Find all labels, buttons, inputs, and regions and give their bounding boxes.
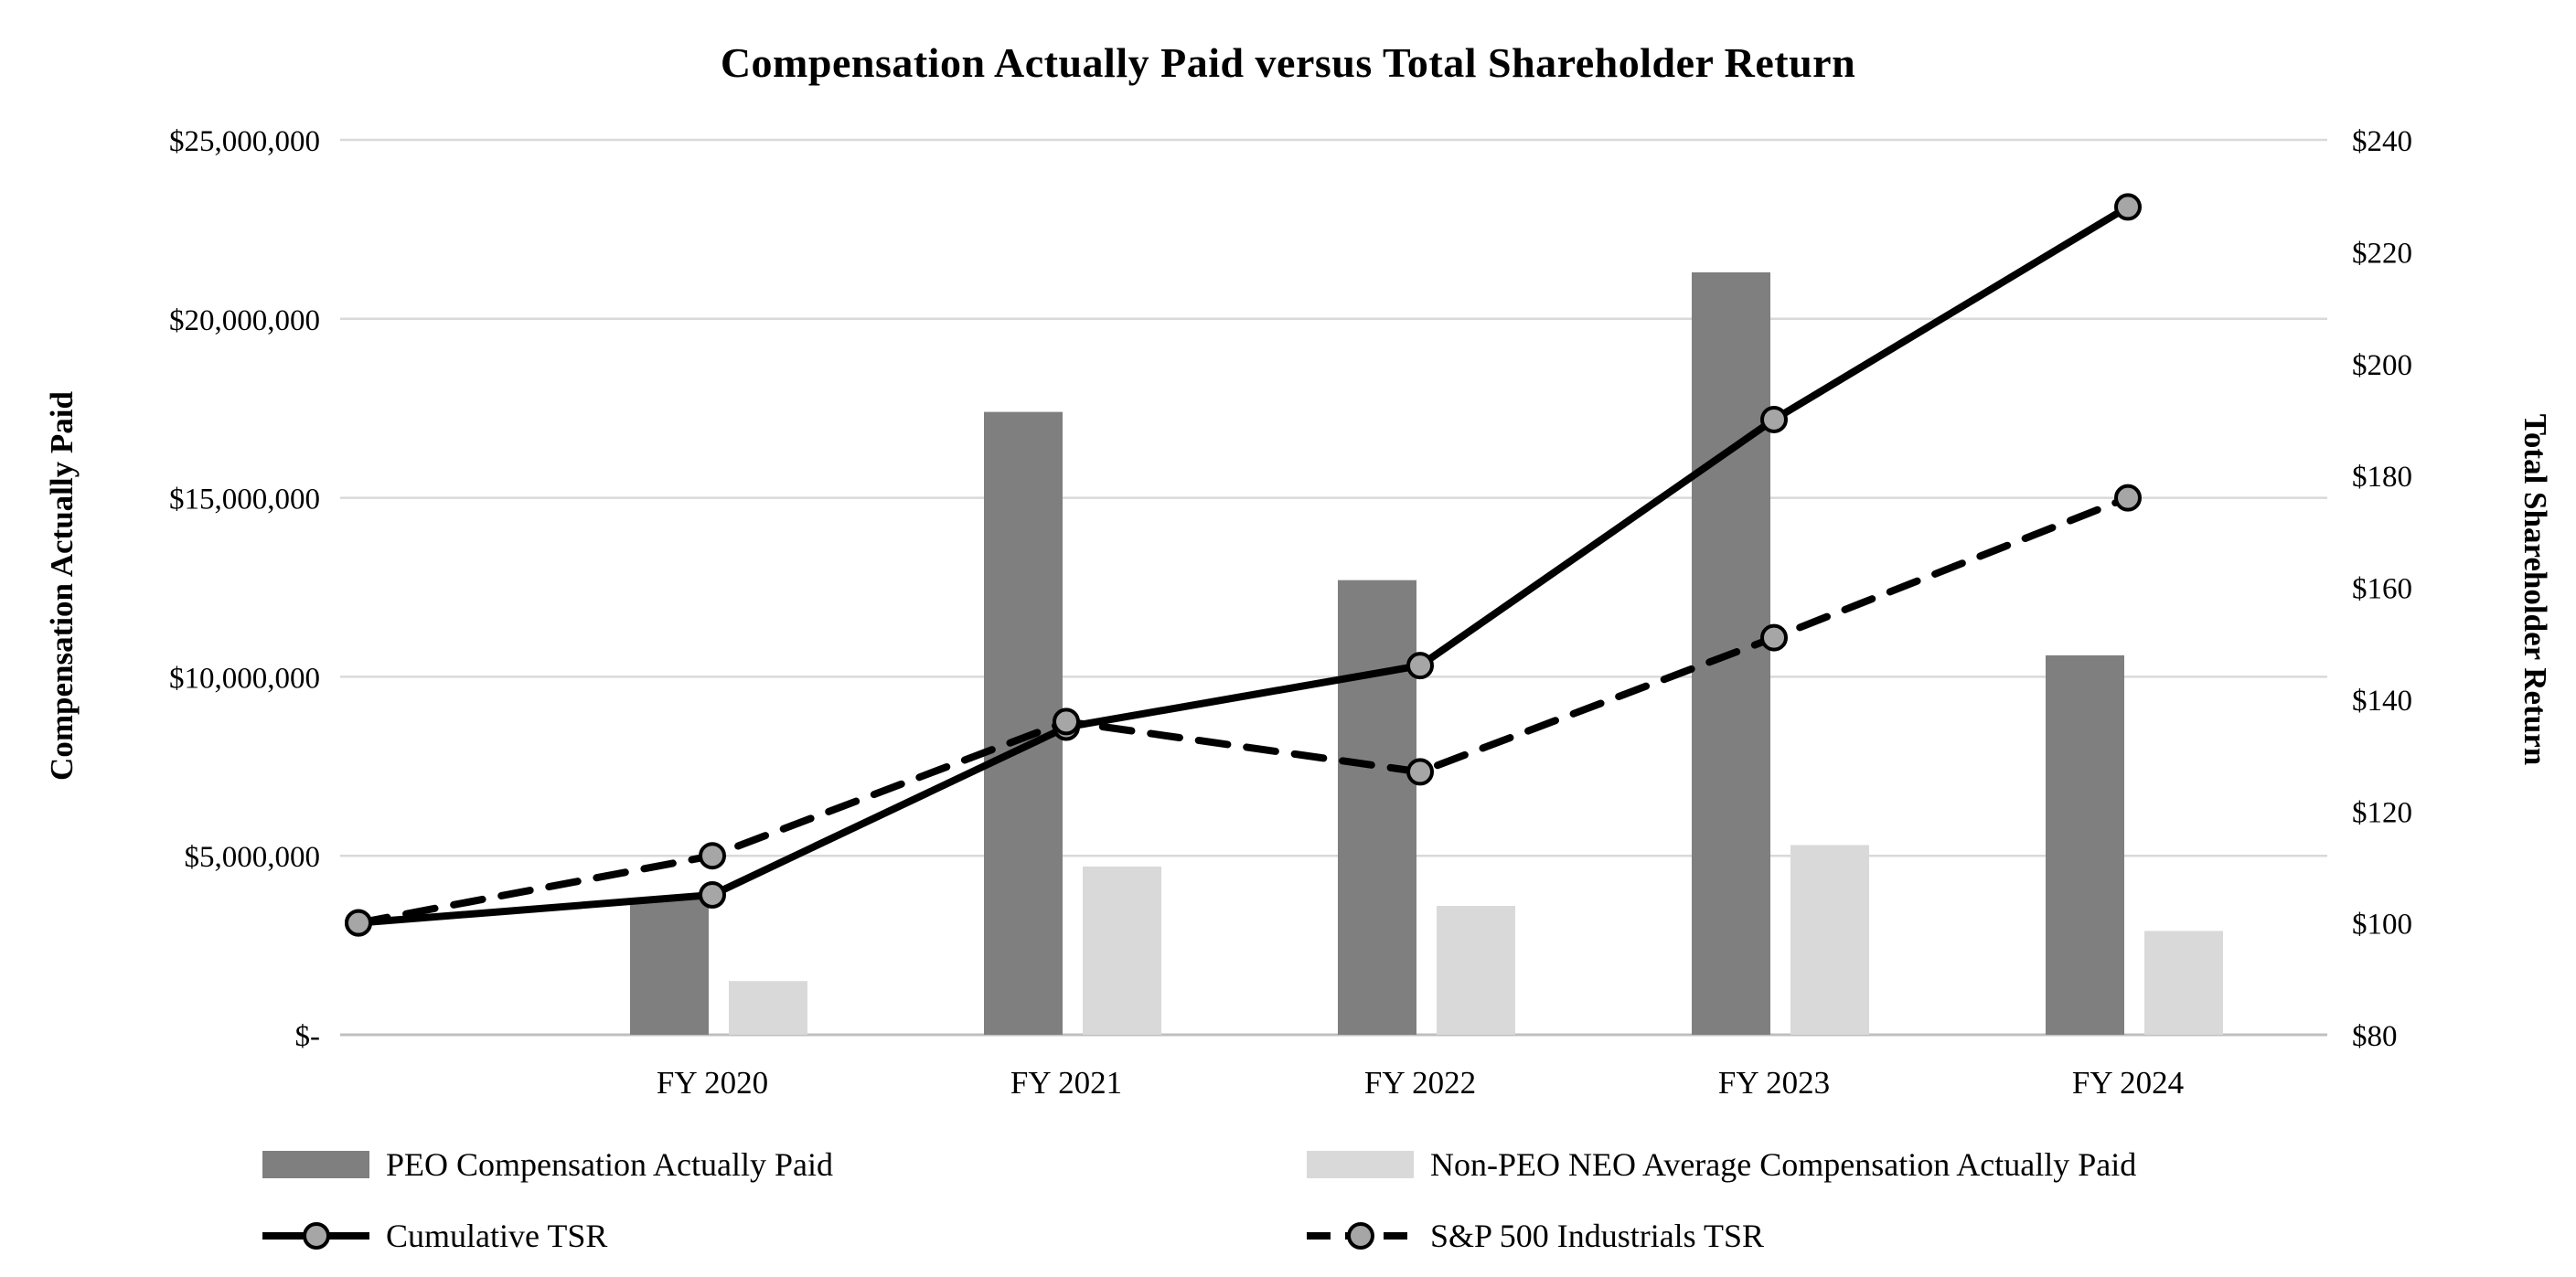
cumulative-tsr-marker-icon — [1406, 652, 1434, 680]
sp500-industrials-tsr-marker-icon — [1053, 708, 1080, 736]
chart-title: Compensation Actually Paid versus Total … — [720, 39, 1856, 86]
peo-cap-bar — [1338, 580, 1416, 1035]
peo-cap-bar — [630, 899, 709, 1035]
legend-item-sp500-tsr: S&P 500 Industrials TSR — [1307, 1216, 1764, 1256]
legend-marker-icon — [1346, 1222, 1374, 1250]
cumulative-tsr-line — [355, 203, 2132, 927]
right-axis-tick-label: $140 — [2352, 685, 2412, 718]
legend-swatch-peo — [262, 1151, 369, 1178]
cumulative-tsr-marker-icon — [2114, 193, 2142, 221]
x-axis-category-label: FY 2020 — [657, 1065, 768, 1101]
legend-label-nonpeo: Non-PEO NEO Average Compensation Actuall… — [1430, 1146, 2137, 1183]
legend-label-sp500-tsr: S&P 500 Industrials TSR — [1430, 1218, 1765, 1254]
sp500-industrials-tsr-marker-icon — [1760, 623, 1788, 652]
left-axis-tick-label: $- — [295, 1020, 321, 1053]
sp500-industrials-tsr-marker-icon — [1406, 758, 1434, 786]
legend-marker-icon — [302, 1222, 330, 1250]
legend-item-peo: PEO Compensation Actually Paid — [262, 1144, 833, 1185]
left-axis-tick-label: $15,000,000 — [169, 484, 320, 516]
cumulative-tsr-marker-icon — [699, 881, 726, 910]
legend-label-peo: PEO Compensation Actually Paid — [386, 1146, 833, 1183]
legend-line-solid-sample — [262, 1222, 369, 1250]
legend-label-cumulative-tsr: Cumulative TSR — [386, 1218, 608, 1254]
x-axis-category-label: FY 2021 — [1010, 1065, 1122, 1101]
legend-line-dashed-sample — [1307, 1222, 1414, 1250]
legend-item-nonpeo: Non-PEO NEO Average Compensation Actuall… — [1307, 1144, 2136, 1185]
non-peo-cap-bar — [1083, 866, 1161, 1035]
left-axis-tick-label: $20,000,000 — [169, 304, 320, 337]
x-axis-category-label: FY 2022 — [1364, 1065, 1476, 1101]
sp500-industrials-tsr-line — [355, 494, 2132, 927]
peo-cap-bar — [984, 411, 1063, 1036]
left-axis-tick-label: $10,000,000 — [169, 662, 320, 695]
legend-item-cumulative-tsr: Cumulative TSR — [262, 1216, 607, 1256]
right-axis-tick-label: $80 — [2352, 1020, 2398, 1053]
right-axis-tick-label: $220 — [2352, 237, 2412, 270]
left-axis-tick-label: $25,000,000 — [169, 125, 320, 158]
right-axis-tick-label: $160 — [2352, 573, 2412, 606]
right-axis-tick-label: $100 — [2352, 909, 2412, 942]
non-peo-cap-bar — [1437, 906, 1515, 1035]
left-axis-tick-label: $5,000,000 — [185, 841, 321, 874]
sp500-industrials-tsr-marker-icon — [345, 909, 372, 937]
x-axis-category-label: FY 2023 — [1718, 1065, 1830, 1101]
non-peo-cap-bar — [729, 981, 807, 1035]
right-axis-tick-label: $200 — [2352, 349, 2412, 382]
right-axis-tick-label: $120 — [2352, 796, 2412, 829]
sp500-industrials-tsr-marker-icon — [2114, 484, 2142, 512]
x-axis-category-label: FY 2024 — [2072, 1065, 2184, 1101]
non-peo-cap-bar — [1790, 845, 1869, 1035]
sp500-industrials-tsr-marker-icon — [699, 842, 726, 870]
peo-cap-bar — [2046, 654, 2124, 1035]
cumulative-tsr-marker-icon — [1760, 405, 1788, 433]
non-peo-cap-bar — [2144, 931, 2223, 1035]
right-axis-tick-label: $240 — [2352, 125, 2412, 158]
right-axis-tick-label: $180 — [2352, 461, 2412, 494]
legend-swatch-nonpeo — [1307, 1151, 1414, 1178]
